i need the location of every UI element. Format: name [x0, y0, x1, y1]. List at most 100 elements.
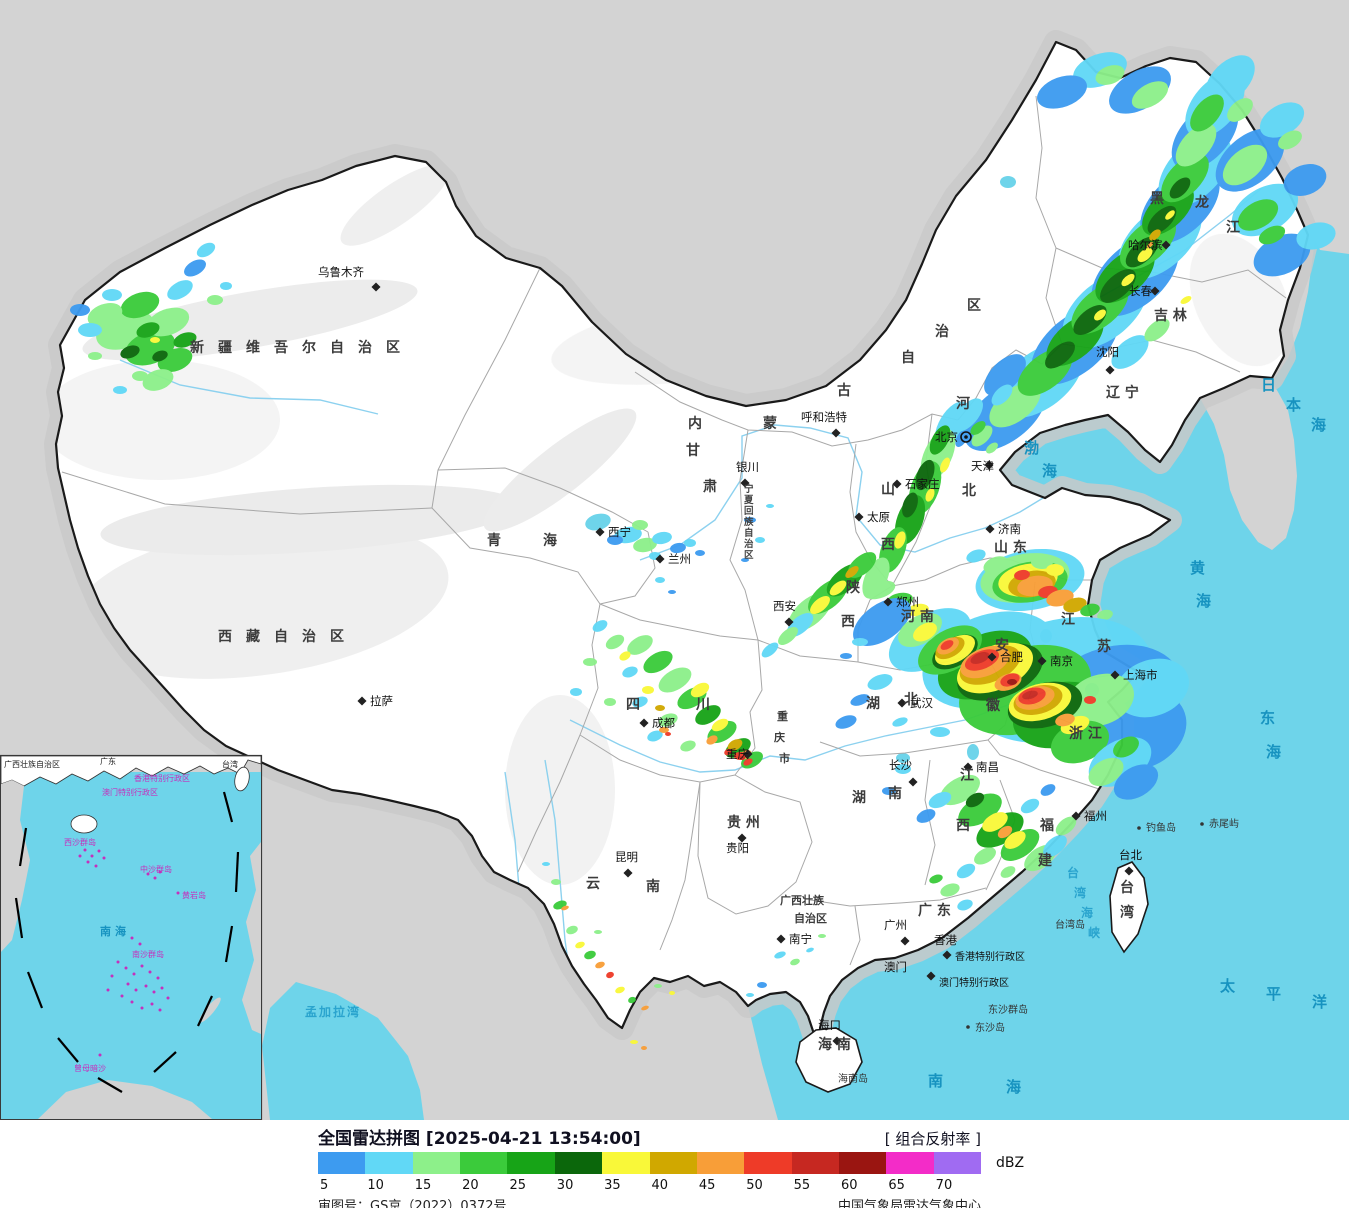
product-label: [ 组合反射率 ]	[884, 1130, 981, 1148]
map-label: 台北	[1119, 848, 1142, 862]
legend-swatch-5	[318, 1152, 366, 1174]
radar-echo	[930, 727, 950, 737]
map-label: 湖	[866, 696, 880, 712]
radar-echo	[1222, 144, 1268, 186]
radar-echo	[1000, 866, 1016, 878]
city-marker	[926, 971, 936, 981]
radar-echo	[1055, 816, 1077, 836]
radar-echo	[1045, 341, 1075, 369]
map-label: 江	[960, 767, 974, 784]
radar-echo	[744, 517, 756, 523]
radar-echo	[706, 735, 718, 745]
radar-echo	[659, 727, 669, 733]
radar-echo	[711, 718, 729, 732]
radar-echo	[984, 354, 1026, 396]
map-label: 拉萨	[370, 694, 393, 708]
radar-echo	[907, 603, 929, 617]
map-label: 庆	[773, 730, 785, 744]
radar-echo	[113, 386, 127, 394]
radar-echo	[1022, 690, 1038, 700]
legend-value: 10	[367, 1178, 384, 1193]
radar-echo	[1007, 679, 1017, 685]
map-label: 贵 州	[727, 814, 760, 831]
radar-echo	[594, 930, 602, 934]
radar-echo	[655, 577, 665, 583]
map-label: 海	[1196, 592, 1213, 610]
map-label: 香港	[934, 933, 957, 947]
map-label: 西	[881, 537, 895, 553]
map-title: 全国雷达拼图 [2025-04-21 13:54:00]	[318, 1129, 641, 1149]
inset-island-dot	[120, 994, 124, 998]
radar-echo	[913, 622, 937, 642]
nine-dash-line	[14, 791, 240, 1093]
legend-swatch-10	[365, 1152, 413, 1174]
inset-island-dot	[86, 860, 90, 864]
radar-echo	[915, 459, 935, 491]
map-label: 太	[1220, 977, 1237, 995]
inset-island-dot	[160, 986, 164, 990]
map-label: 孟加拉湾	[305, 1004, 361, 1019]
inset-island-dot	[116, 960, 120, 964]
radar-echo	[575, 941, 585, 949]
radar-echo	[633, 537, 657, 553]
radar-echo	[670, 542, 686, 554]
map-label: 青	[487, 532, 501, 549]
legend-unit: dBZ	[996, 1155, 1025, 1171]
legend-value: 45	[698, 1178, 716, 1193]
city-marker-layer	[357, 240, 1204, 1046]
hulun-lake	[1000, 176, 1016, 188]
radar-echo	[818, 934, 826, 938]
radar-echo	[695, 550, 705, 556]
hainan-island	[795, 1027, 863, 1093]
radar-echo	[102, 289, 122, 301]
inset-island-dot	[153, 876, 157, 880]
map-label: 黑	[1150, 191, 1164, 207]
map-label: 济南	[998, 522, 1021, 536]
radar-echo	[929, 425, 951, 455]
legend-swatch-55	[791, 1152, 839, 1174]
island-dot	[1200, 822, 1204, 826]
legend-swatch-65	[886, 1152, 934, 1174]
map-label: 东	[1260, 709, 1277, 727]
radar-echo	[928, 791, 952, 809]
radar-echo	[766, 504, 774, 508]
map-label: 合肥	[1000, 650, 1023, 664]
legend-swatch-45	[696, 1152, 745, 1174]
inset-island-dot	[138, 942, 142, 946]
inset-island-dot	[146, 872, 150, 876]
inset-palawan	[199, 997, 221, 1023]
radar-echo	[892, 717, 908, 727]
map-label: 南宁	[789, 932, 812, 946]
radar-echo	[867, 674, 893, 690]
map-label: 安	[995, 637, 1009, 654]
map-label: 陕	[846, 579, 860, 596]
capital-marker	[960, 431, 972, 443]
radar-echo	[1137, 247, 1153, 263]
radar-echo	[70, 304, 90, 316]
inset-island-dot	[140, 964, 144, 968]
inset-island-dot	[158, 1008, 162, 1012]
city-marker	[1124, 866, 1134, 876]
radar-echo	[806, 947, 814, 953]
map-label: 西宁	[608, 525, 631, 539]
city-marker	[908, 777, 918, 787]
inset-island-dot	[126, 982, 130, 986]
city-marker	[639, 718, 649, 728]
inset-island-dot	[132, 972, 136, 976]
city-marker	[942, 950, 952, 960]
radar-echo	[894, 531, 906, 549]
qinghai-lake	[585, 513, 611, 531]
radar-echo	[655, 705, 665, 711]
radar-echo	[850, 694, 870, 706]
radar-echo	[1165, 210, 1175, 220]
radar-echo	[774, 951, 786, 959]
inset-island-dot	[144, 984, 148, 988]
radar-echo	[882, 787, 896, 795]
radar-echo	[607, 535, 623, 545]
radar-echo	[196, 242, 216, 258]
city-marker	[595, 527, 605, 537]
radar-echo	[1190, 94, 1224, 132]
radar-echo	[953, 398, 983, 432]
radar-echo	[1175, 123, 1217, 167]
